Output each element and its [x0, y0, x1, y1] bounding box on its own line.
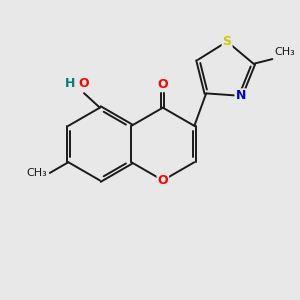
Text: O: O: [158, 174, 168, 187]
Text: H: H: [65, 76, 76, 90]
Text: CH₃: CH₃: [27, 168, 47, 178]
Text: O: O: [158, 78, 168, 91]
Text: N: N: [236, 89, 246, 102]
Text: CH₃: CH₃: [275, 47, 296, 57]
Text: S: S: [223, 35, 232, 48]
Text: O: O: [79, 76, 89, 90]
